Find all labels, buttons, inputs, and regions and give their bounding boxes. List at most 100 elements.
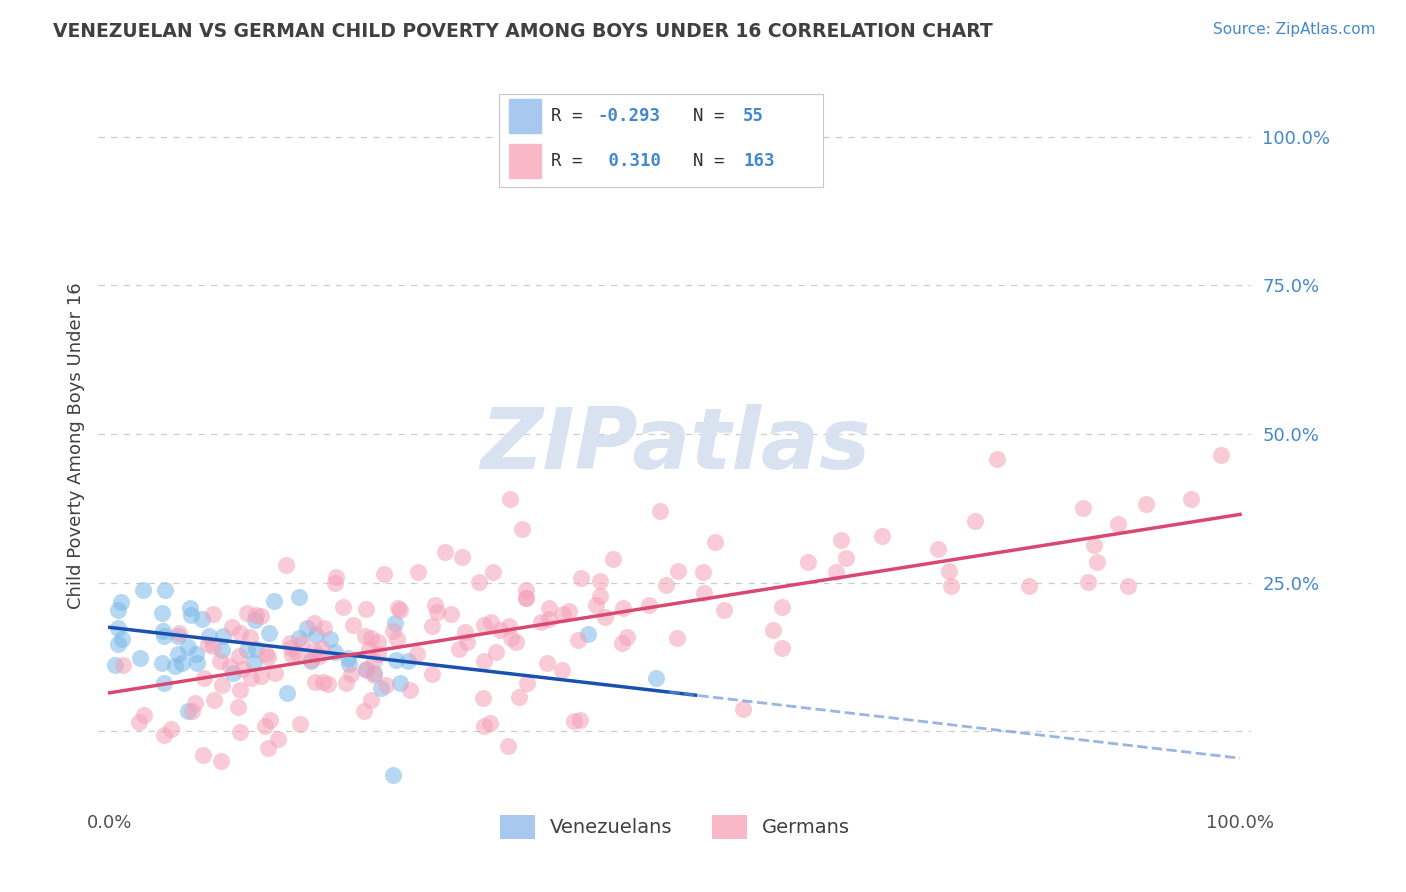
Point — [276, 558, 298, 573]
Point — [770, 600, 793, 615]
Point — [568, 713, 591, 727]
Point — [585, 598, 607, 612]
Text: -0.293: -0.293 — [598, 107, 661, 125]
Point — [243, 613, 266, 627]
Point — [770, 640, 793, 655]
Point — [342, 618, 364, 632]
Point — [212, 629, 235, 643]
Point — [501, 631, 523, 645]
Point — [536, 656, 558, 670]
Point — [153, 729, 176, 743]
Point — [302, 616, 325, 631]
Point — [638, 598, 661, 612]
Text: N =: N = — [693, 153, 735, 170]
Point — [236, 606, 259, 620]
Point — [308, 648, 330, 663]
Point — [325, 576, 347, 591]
Point — [202, 607, 225, 621]
Point — [243, 656, 266, 670]
Bar — [509, 99, 541, 133]
Point — [382, 624, 405, 638]
Point — [335, 676, 357, 690]
Point — [184, 647, 207, 661]
Point — [228, 648, 250, 663]
Point — [153, 628, 176, 642]
Point — [472, 618, 495, 632]
Point — [433, 544, 456, 558]
Point — [496, 739, 519, 753]
Point — [323, 645, 346, 659]
Point — [172, 656, 194, 670]
Point — [291, 636, 314, 650]
Point — [456, 635, 478, 649]
Point — [704, 534, 727, 549]
Point — [197, 637, 219, 651]
Point — [399, 682, 422, 697]
Point — [499, 492, 522, 507]
Point — [339, 657, 361, 671]
Point — [367, 648, 389, 662]
Point — [385, 632, 408, 646]
Point — [302, 644, 325, 658]
Point — [229, 683, 252, 698]
Point — [254, 719, 277, 733]
Point — [249, 609, 271, 624]
Point — [152, 675, 174, 690]
Point — [221, 619, 243, 633]
Point — [449, 641, 471, 656]
Point — [406, 647, 429, 661]
Point — [226, 700, 249, 714]
Text: R =: R = — [551, 107, 593, 125]
Point — [245, 641, 267, 656]
Point — [370, 681, 392, 696]
Point — [107, 603, 129, 617]
Point — [363, 666, 385, 681]
Point — [387, 601, 409, 615]
Point — [288, 631, 311, 645]
Point — [250, 669, 273, 683]
Point — [472, 719, 495, 733]
Point — [229, 626, 252, 640]
Point — [167, 647, 190, 661]
Point — [420, 618, 443, 632]
Point — [259, 713, 281, 727]
Point — [472, 654, 495, 668]
Point — [311, 640, 333, 655]
Point — [356, 663, 378, 677]
Point — [202, 693, 225, 707]
Point — [451, 549, 474, 564]
Point — [128, 650, 150, 665]
Point — [319, 632, 342, 647]
Point — [612, 601, 634, 615]
Point — [222, 665, 245, 680]
Point — [285, 647, 308, 661]
Point — [325, 570, 347, 584]
Point — [276, 686, 298, 700]
Point — [384, 615, 406, 630]
Point — [337, 650, 360, 665]
Point — [508, 690, 530, 704]
Point — [179, 600, 201, 615]
Point — [454, 624, 477, 639]
Point — [986, 452, 1008, 467]
Point — [134, 707, 156, 722]
Point — [551, 663, 574, 677]
Point — [332, 599, 354, 614]
Point — [177, 704, 200, 718]
Point — [1209, 448, 1232, 462]
Point — [290, 717, 312, 731]
Point — [1085, 556, 1108, 570]
Point — [938, 565, 960, 579]
Point — [468, 575, 491, 590]
Y-axis label: Child Poverty Among Boys Under 16: Child Poverty Among Boys Under 16 — [66, 283, 84, 609]
Point — [360, 632, 382, 646]
Point — [963, 514, 986, 528]
Point — [426, 605, 449, 619]
Point — [181, 704, 204, 718]
Point — [305, 628, 328, 642]
Point — [1180, 492, 1202, 507]
Point — [422, 667, 444, 681]
Point — [107, 637, 129, 651]
Point — [110, 595, 132, 609]
Point — [354, 662, 377, 676]
